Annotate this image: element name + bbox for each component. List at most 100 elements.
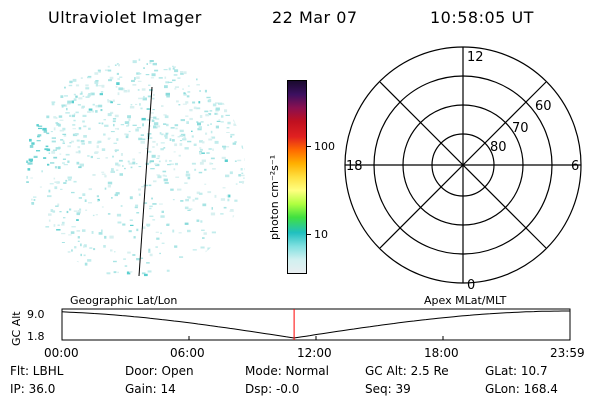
emission-speckle: [80, 140, 85, 143]
emission-speckle: [80, 91, 83, 94]
emission-speckle: [152, 146, 155, 148]
emission-speckle: [151, 119, 155, 122]
emission-speckle: [218, 119, 221, 121]
emission-speckle: [182, 138, 187, 141]
emission-speckle: [158, 77, 163, 79]
emission-speckle: [172, 79, 176, 82]
emission-speckle: [183, 93, 187, 96]
emission-speckle: [69, 114, 72, 117]
emission-speckle: [146, 119, 151, 121]
emission-speckle: [31, 202, 35, 205]
glat-readout: GLat: 10.7: [485, 364, 548, 378]
emission-speckle: [151, 112, 154, 114]
emission-speckle: [155, 118, 160, 120]
emission-speckle: [149, 253, 153, 257]
emission-speckle: [107, 181, 113, 185]
emission-speckle: [215, 102, 219, 104]
emission-speckle: [183, 92, 186, 95]
emission-speckle: [160, 142, 165, 144]
emission-speckle: [164, 134, 168, 138]
emission-speckle: [65, 153, 70, 156]
emission-speckle: [113, 142, 117, 144]
date-label: 22 Mar 07: [272, 8, 358, 27]
emission-speckle: [179, 256, 184, 258]
emission-speckle: [97, 69, 101, 72]
emission-speckle: [26, 175, 28, 179]
emission-speckle: [233, 119, 235, 122]
emission-speckle: [31, 142, 35, 145]
emission-speckle: [71, 114, 75, 118]
emission-speckle: [149, 62, 152, 64]
emission-speckle: [192, 249, 197, 251]
filter-readout: Flt: LBHL: [10, 364, 64, 378]
emission-speckle: [185, 101, 189, 104]
emission-speckle: [192, 199, 195, 202]
emission-speckle: [211, 231, 216, 234]
emission-speckle: [107, 99, 109, 101]
emission-speckle: [104, 69, 110, 72]
emission-speckle: [104, 235, 107, 239]
emission-speckle: [51, 103, 55, 106]
emission-speckle: [37, 134, 42, 137]
emission-speckle: [74, 246, 77, 249]
emission-speckle: [182, 88, 184, 90]
emission-speckle: [129, 271, 133, 273]
emission-speckle: [194, 168, 197, 171]
emission-speckle: [131, 79, 135, 82]
emission-speckle: [189, 109, 193, 112]
emission-speckle: [116, 169, 119, 171]
emission-speckle: [152, 93, 155, 96]
emission-speckle: [67, 160, 70, 163]
emission-speckle: [242, 180, 245, 184]
timeline-tick-label-0000: 00:00: [44, 346, 79, 360]
emission-speckle: [115, 85, 118, 88]
emission-speckle: [152, 62, 157, 66]
emission-speckle: [132, 84, 137, 86]
emission-speckle: [134, 206, 138, 209]
emission-speckle: [127, 160, 130, 163]
emission-speckle: [72, 124, 76, 126]
emission-speckle: [207, 191, 212, 194]
emission-speckle: [85, 209, 88, 211]
emission-speckle: [118, 87, 123, 91]
emission-speckle: [113, 123, 115, 127]
emission-speckle: [78, 97, 83, 100]
emission-speckle: [173, 151, 176, 153]
emission-speckle: [227, 121, 231, 125]
emission-speckle: [75, 95, 78, 98]
emission-speckle: [156, 157, 160, 159]
emission-speckle: [123, 90, 128, 93]
emission-speckle: [155, 231, 159, 233]
emission-speckle: [53, 156, 58, 159]
emission-speckle: [140, 107, 143, 110]
emission-speckle: [174, 143, 178, 147]
emission-speckle: [100, 109, 103, 112]
emission-speckle: [156, 125, 161, 128]
emission-speckle: [84, 262, 88, 266]
emission-speckle: [156, 237, 160, 240]
emission-speckle: [207, 124, 210, 126]
emission-speckle: [84, 199, 87, 202]
emission-speckle: [157, 175, 162, 179]
emission-speckle: [158, 160, 161, 163]
glon-readout: GLon: 168.4: [485, 382, 558, 396]
emission-speckle: [149, 117, 154, 119]
emission-speckle: [96, 157, 100, 159]
emission-speckle: [165, 133, 168, 135]
emission-speckle: [127, 89, 130, 93]
emission-speckle: [230, 135, 233, 138]
emission-speckle: [209, 162, 212, 165]
emission-speckle: [115, 192, 120, 195]
emission-speckle: [43, 157, 47, 159]
emission-speckle: [199, 115, 203, 118]
emission-speckle: [83, 244, 87, 248]
emission-speckle: [107, 137, 110, 140]
emission-speckle: [234, 199, 238, 202]
emission-speckle: [113, 260, 117, 263]
emission-speckle: [65, 179, 68, 182]
emission-speckle: [208, 113, 212, 116]
emission-speckle: [165, 92, 170, 96]
emission-speckle: [156, 143, 158, 146]
emission-speckle: [72, 128, 76, 130]
emission-speckle: [165, 159, 168, 163]
